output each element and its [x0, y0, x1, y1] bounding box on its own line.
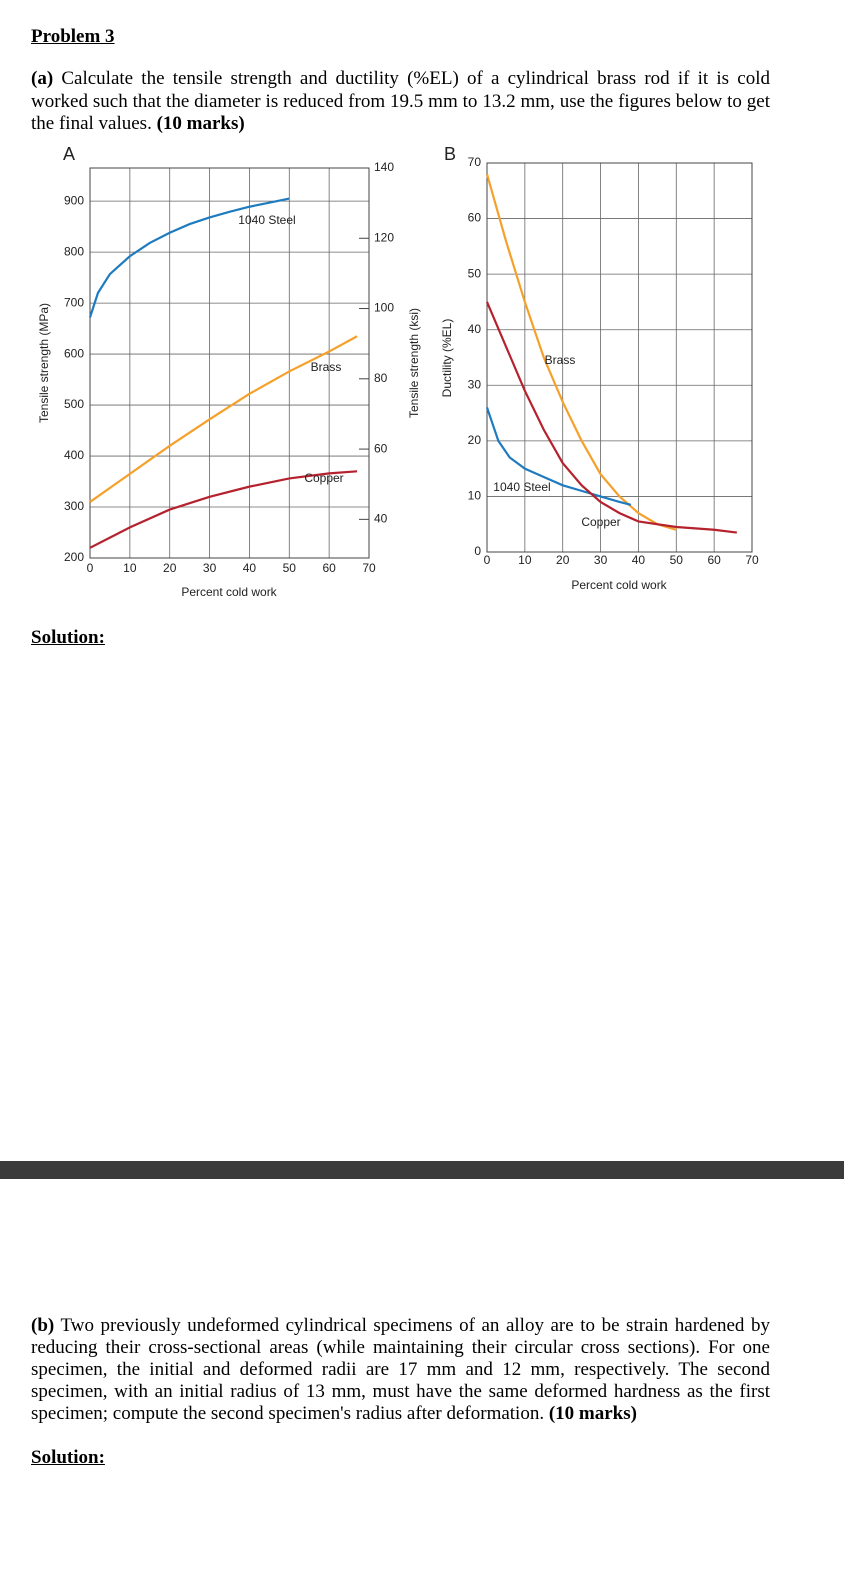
y-tick-label: 0	[474, 544, 481, 558]
series-line	[88, 197, 290, 318]
solution-heading: Solution:	[31, 1447, 105, 1468]
series-label: 1040 Steel	[493, 480, 550, 494]
x-tick-label: 20	[556, 553, 570, 567]
x-tick-label: 40	[243, 561, 257, 575]
y-tick-label: 40	[468, 322, 482, 336]
page-divider	[0, 1161, 844, 1179]
series-line	[89, 470, 358, 549]
x-tick-label: 10	[518, 553, 532, 567]
y2-tick-label: 140	[374, 160, 394, 174]
part-label: (a)	[31, 68, 54, 89]
problem-title: Problem 3	[31, 26, 115, 47]
y-tick-label: 300	[64, 499, 84, 513]
question-text: Calculate the tensile strength and ducti…	[31, 68, 770, 134]
figures: A0 10 20 30 40 50 60 70200300400500600700800900…	[37, 144, 759, 599]
y-axis-label: Ductility (%EL)	[440, 319, 454, 398]
x-tick-label: 0	[87, 561, 94, 575]
x-tick-label: 30	[203, 561, 217, 575]
question-text: Two previously undeformed cylindrical sp…	[31, 1315, 770, 1424]
plot-frame	[486, 162, 753, 553]
y-tick-label: 800	[64, 244, 84, 258]
panel-label: A	[63, 144, 75, 164]
y-tick-label: 70	[468, 155, 482, 169]
series-line	[485, 301, 737, 534]
series-label: Brass	[545, 353, 576, 367]
series-label: Copper	[581, 515, 620, 529]
y2-tick-label: 40	[374, 512, 388, 526]
x-axis-label: Percent cold work	[181, 585, 277, 599]
y2-tick-label: 60	[374, 441, 388, 455]
y-tick-label: 400	[64, 448, 84, 462]
y-tick-label: 50	[468, 266, 482, 280]
x-tick-label: 70	[362, 561, 376, 575]
panel-label: B	[444, 144, 456, 164]
y-tick-label: 500	[64, 397, 84, 411]
x-tick-label: 0	[484, 553, 491, 567]
marks: (10 marks)	[548, 1403, 637, 1424]
x-tick-label: 30	[594, 553, 608, 567]
y-tick-label: 600	[64, 346, 84, 360]
part-a: (a) Calculate the tensile strength and d…	[31, 68, 770, 136]
series-label: Brass	[311, 360, 342, 374]
x-tick-label: 50	[283, 561, 297, 575]
marks: (10 marks)	[156, 113, 245, 134]
part-label: (b)	[31, 1315, 55, 1336]
y-tick-label: 60	[468, 211, 482, 225]
y-tick-label: 700	[64, 295, 84, 309]
y-tick-label: 20	[468, 433, 482, 447]
x-tick-label: 40	[632, 553, 646, 567]
y2-tick-label: 80	[374, 371, 388, 385]
y-tick-label: 200	[64, 550, 84, 564]
y-tick-label: 30	[468, 377, 482, 391]
x-tick-label: 10	[123, 561, 137, 575]
y-tick-label: 900	[64, 193, 84, 207]
y-tick-label: 10	[468, 489, 482, 503]
part-b: (b) Two previously undeformed cylindrica…	[31, 1315, 770, 1425]
x-tick-label: 20	[163, 561, 177, 575]
series-line	[485, 173, 677, 531]
solution-heading: Solution:	[31, 627, 105, 648]
series-line	[485, 407, 632, 506]
plot-frame	[89, 167, 370, 559]
y2-tick-label: 100	[374, 301, 394, 315]
y2-axis-label: Tensile strength (ksi)	[407, 308, 421, 418]
y-axis-label: Tensile strength (MPa)	[37, 303, 51, 423]
x-tick-label: 60	[707, 553, 721, 567]
series-label: 1040 Steel	[238, 213, 295, 227]
series-line	[89, 335, 358, 503]
series-label: Copper	[304, 471, 343, 485]
x-axis-label: Percent cold work	[571, 578, 667, 592]
x-tick-label: 70	[745, 553, 759, 567]
x-tick-label: 60	[322, 561, 336, 575]
x-tick-label: 50	[670, 553, 684, 567]
y2-tick-label: 120	[374, 230, 394, 244]
